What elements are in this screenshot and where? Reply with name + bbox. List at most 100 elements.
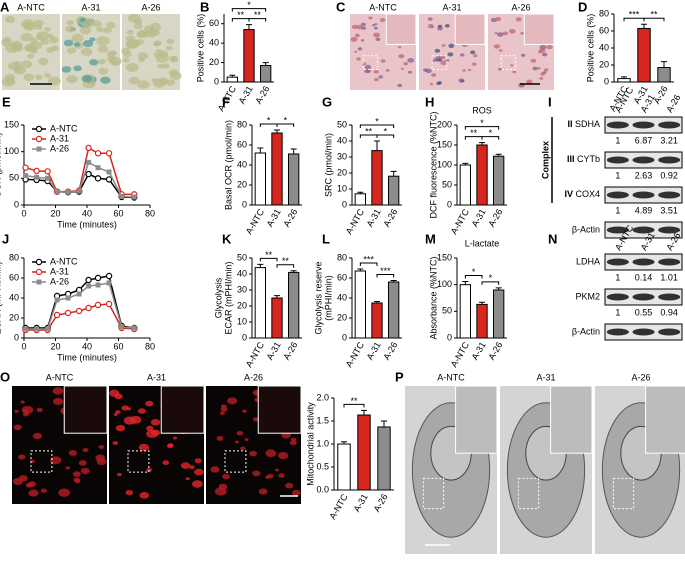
texture [13, 424, 22, 431]
texture [291, 437, 297, 442]
texture [125, 63, 139, 73]
panel-letter: K [222, 231, 232, 246]
y-tick-label: 40 [237, 268, 247, 278]
x-axis-label: Time (minutes) [57, 219, 117, 229]
sig-label: * [472, 267, 476, 277]
y-tick-label: 0.0 [316, 484, 329, 494]
texture [151, 429, 161, 436]
texture [440, 60, 447, 66]
texture [210, 466, 220, 473]
sig-label: *** [380, 266, 391, 276]
texture [495, 16, 502, 22]
texture [373, 32, 380, 38]
texture [437, 26, 443, 31]
inset [160, 385, 205, 434]
texture [216, 435, 224, 441]
y-axis-label: Glycolysis [213, 277, 223, 318]
panel-letter: I [548, 94, 552, 109]
y-axis-label: Basal OCR (pmol/min) [223, 120, 233, 210]
texture [133, 23, 143, 30]
error-bar [479, 142, 485, 145]
texture [18, 454, 26, 460]
texture [252, 417, 260, 422]
texture [21, 60, 33, 69]
x-tick-label: 60 [113, 208, 123, 218]
band [632, 328, 655, 336]
lane-label: A-26 [664, 93, 682, 114]
texture [53, 397, 64, 406]
y-tick-label: 0.5 [316, 461, 329, 471]
y-tick-label: 60 [209, 18, 219, 28]
sig-bracket [276, 123, 295, 127]
quant: 4.89 [635, 205, 653, 215]
x-tick-label: A-31 [352, 492, 370, 513]
y-axis-label: ECAR (mPHI/min) [223, 261, 233, 334]
texture [38, 57, 49, 66]
texture [98, 67, 109, 75]
y-tick-label: 0 [342, 199, 347, 209]
texture [354, 33, 360, 38]
image-label: A-26 [511, 2, 530, 12]
texture [407, 57, 415, 63]
y-tick-label: 1.0 [316, 438, 329, 448]
y-tick-label: 0 [447, 332, 452, 342]
x-tick-label: 40 [82, 208, 92, 218]
panel-letter: L [322, 231, 330, 246]
sig-label: ** [350, 396, 358, 406]
texture [289, 440, 297, 446]
y-tick-label: 20 [9, 312, 19, 322]
texture [520, 53, 526, 57]
bar [657, 67, 671, 83]
y-tick-label: 200 [437, 119, 452, 129]
panel-letter: C [336, 0, 346, 14]
texture [121, 47, 131, 55]
texture [125, 35, 136, 43]
sig-bracket [481, 136, 500, 140]
inset [63, 385, 108, 434]
texture [43, 72, 52, 78]
texture [46, 47, 55, 53]
texture [435, 58, 440, 62]
point [106, 280, 112, 286]
texture [28, 489, 39, 497]
legend-label: A-31 [50, 133, 69, 143]
quant: 1 [615, 170, 620, 180]
error-bar [262, 62, 269, 66]
sig-label: * [480, 118, 484, 128]
texture [106, 21, 116, 29]
y-axis-label: ECAR (mPHI/min) [0, 261, 2, 334]
texture [137, 52, 149, 60]
texture [7, 62, 20, 71]
quant: 3.51 [660, 205, 678, 215]
image-label: A-NTC [369, 2, 397, 12]
roi-box [224, 450, 247, 473]
y-tick-label: 60 [599, 25, 609, 35]
texture [126, 29, 134, 35]
texture [122, 57, 130, 63]
quant: 2.63 [635, 170, 653, 180]
panel-letter: P [395, 369, 404, 384]
band [658, 191, 681, 199]
texture [139, 491, 150, 499]
sig-bracket [643, 17, 665, 22]
band [606, 328, 629, 336]
y-tick-label: 20 [209, 57, 219, 67]
sig-bracket [464, 126, 500, 130]
y-axis-label: Positive cells (%) [585, 14, 595, 83]
point [45, 326, 51, 332]
y-tick-label: 50 [442, 306, 452, 316]
y-tick-label: 0 [242, 332, 247, 342]
y-axis-label: Glycolysis reserve [313, 261, 323, 334]
texture [397, 83, 403, 88]
y-tick-label: 80 [237, 119, 247, 129]
inset [455, 385, 498, 454]
group-label: Complex [540, 141, 550, 179]
point [44, 168, 51, 175]
texture [110, 50, 118, 56]
texture [539, 77, 544, 80]
roi-box [431, 55, 448, 70]
texture [434, 48, 441, 53]
texture [436, 81, 442, 86]
texture [24, 45, 33, 51]
y-tick-label: 20 [337, 167, 347, 177]
